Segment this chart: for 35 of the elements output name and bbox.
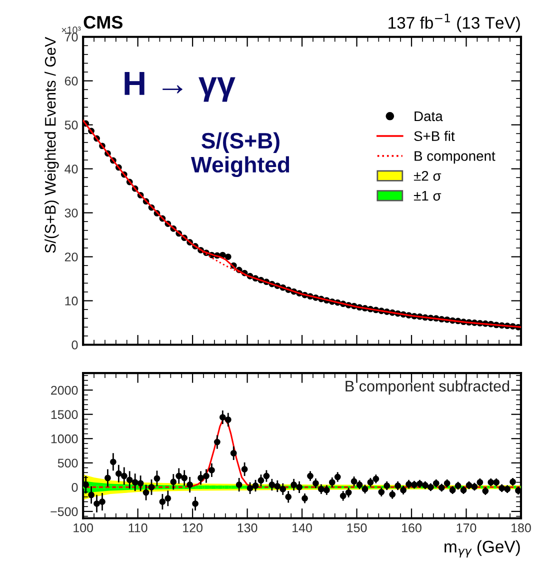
y-tick-label: 0 [72,482,78,492]
legend-label: ±1 σ [414,191,442,201]
annotation: H → γγ [124,72,236,102]
y-tick-label: 50 [64,120,78,130]
x-tick-label: 130 [238,523,258,532]
x-tick-label: 160 [402,523,422,532]
y-tick-label: 60 [64,76,78,86]
y-tick-label: 10 [65,296,78,306]
chart-title: CMS [84,16,122,29]
x-tick-label: 150 [347,523,367,532]
x-tick-label: 170 [456,523,476,532]
annotation: B component subtracted [346,380,510,395]
chart-subtitle: 137 fb$^{−1}$ (13 TeV) [388,14,520,32]
x-tick-label: 120 [183,523,202,532]
y-tick-label: 0 [72,340,78,350]
legend-label: Data [414,111,443,122]
x-tick-label: 140 [292,523,312,532]
legend-label: B component [414,151,496,164]
y-axis-title: S/(S+B) Weighted Events / GeV [44,36,59,253]
x-axis-title: m$_{γγ}$ (GeV) [444,540,520,558]
y-tick-label: 500 [58,458,78,468]
legend-label: ±2 σ [414,170,442,181]
y-tick-label: 40 [64,164,78,174]
y-tick-label: 30 [64,208,78,218]
y-tick-label: 20 [64,252,78,262]
y-tick-label: −500 [50,507,78,516]
y-tick-label: 1000 [51,434,78,444]
legend-label: S+B fit [414,130,455,142]
y-tick-label: 70 [64,32,78,42]
y-tick-label: 1500 [51,410,78,419]
x-tick-label: 110 [128,523,148,532]
x-tick-label: 100 [74,523,94,532]
x-tick-label: 180 [512,523,531,532]
annotation: S/(S+B) Weighted [190,132,290,178]
y-tick-label: 2000 [51,386,78,395]
